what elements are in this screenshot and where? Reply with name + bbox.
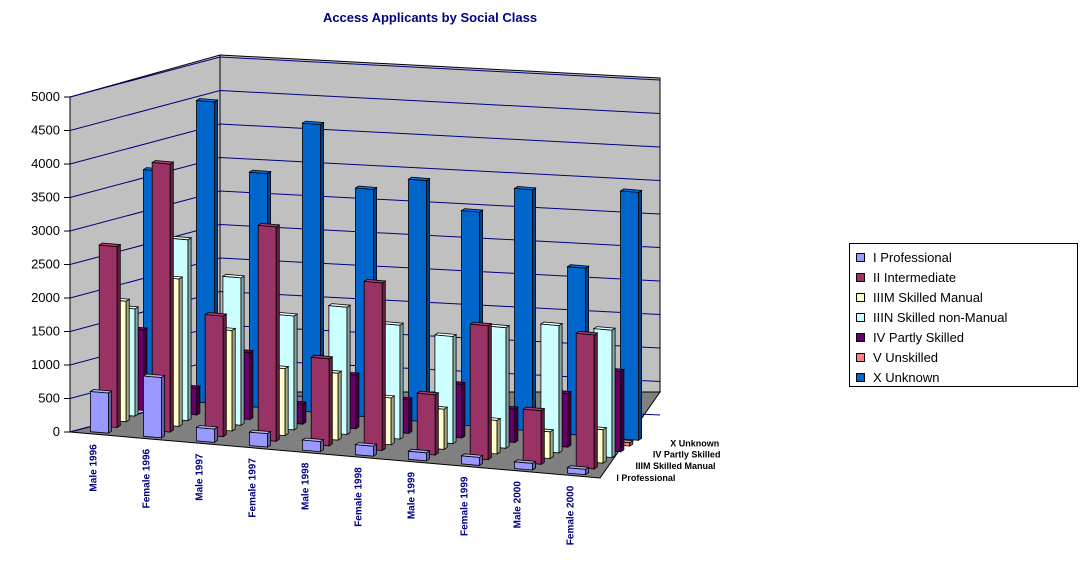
bar bbox=[310, 354, 334, 447]
legend-item: V Unskilled bbox=[856, 347, 1077, 367]
x-tick-label: Male 1998 bbox=[301, 462, 312, 510]
gridline bbox=[69, 89, 661, 131]
depth-tick-label: X Unknown bbox=[670, 438, 719, 448]
legend-label: IV Partly Skilled bbox=[873, 329, 965, 345]
y-tick-label: 1500 bbox=[31, 324, 60, 339]
depth-tick-label: I Professional bbox=[616, 473, 675, 483]
legend-swatch bbox=[856, 252, 865, 262]
bar bbox=[257, 222, 281, 443]
bar bbox=[195, 425, 219, 444]
y-tick-label: 4500 bbox=[31, 123, 60, 138]
bar bbox=[416, 390, 440, 456]
legend-label: V Unskilled bbox=[873, 349, 939, 365]
y-tick-label: 3000 bbox=[31, 223, 60, 238]
bar bbox=[89, 389, 113, 434]
y-tick-label: 3500 bbox=[31, 190, 60, 205]
bar bbox=[619, 188, 643, 442]
y-tick-label: 4000 bbox=[31, 156, 60, 171]
y-tick-label: 500 bbox=[38, 391, 60, 406]
bar bbox=[204, 312, 228, 438]
chart-canvas: Access Applicants by Social Class 0 500 10… bbox=[31, 10, 720, 545]
x-tick-label: Female 1996 bbox=[142, 448, 153, 508]
legend-swatch bbox=[856, 312, 865, 322]
bar bbox=[301, 437, 325, 453]
legend-item: IIIN Skilled non-Manual bbox=[856, 307, 1077, 327]
bar bbox=[592, 326, 617, 459]
bar bbox=[575, 330, 599, 470]
legend-label: IIIM Skilled Manual bbox=[873, 289, 983, 305]
bar bbox=[142, 373, 166, 439]
legend-item: I Professional bbox=[856, 247, 1077, 267]
bar bbox=[539, 321, 564, 454]
legend-swatch bbox=[856, 352, 865, 362]
bar bbox=[407, 448, 431, 462]
legend-label: X Unknown bbox=[873, 369, 940, 385]
x-tick-label: Male 2000 bbox=[513, 481, 524, 529]
x-tick-label: Female 1998 bbox=[354, 467, 365, 527]
bar bbox=[301, 120, 325, 414]
x-tick-label: Male 1997 bbox=[195, 453, 206, 501]
legend-label: I Professional bbox=[873, 249, 952, 265]
bar bbox=[566, 465, 590, 476]
depth-tick-label: IIIM Skilled Manual bbox=[636, 461, 716, 471]
bar bbox=[248, 429, 272, 448]
legend-item: X Unknown bbox=[856, 367, 1077, 387]
bars-layer bbox=[89, 98, 643, 476]
y-axis: 0 500 1000 1500 2000 2500 3000 3500 4000 4500 5000 bbox=[31, 89, 71, 439]
gridline bbox=[69, 190, 661, 232]
y-tick-label: 2000 bbox=[31, 290, 60, 305]
bar bbox=[513, 459, 537, 471]
x-tick-label: Female 1997 bbox=[248, 458, 259, 518]
gridline bbox=[69, 123, 661, 165]
x-tick-label: Male 1999 bbox=[407, 471, 418, 519]
y-tick-label: 5000 bbox=[31, 89, 60, 104]
legend-swatch bbox=[856, 292, 865, 302]
x-tick-label: Male 1996 bbox=[89, 444, 100, 492]
chart-title: Access Applicants by Social Class bbox=[323, 10, 537, 25]
bar bbox=[354, 442, 378, 457]
depth-tick-label: IV Partly Skilled bbox=[653, 450, 721, 460]
legend-label: II Intermediate bbox=[873, 269, 957, 285]
bar bbox=[513, 185, 537, 432]
bar bbox=[469, 321, 493, 461]
y-tick-label: 2500 bbox=[31, 257, 60, 272]
legend-item: IV Partly Skilled bbox=[856, 327, 1077, 347]
legend-swatch bbox=[856, 372, 865, 382]
legend-item: IIIM Skilled Manual bbox=[856, 287, 1077, 307]
x-tick-label: Female 2000 bbox=[566, 485, 577, 545]
y-tick-label: 1000 bbox=[31, 357, 60, 372]
x-axis: Male 1996 Female 1996 Male 1997 Female 1997… bbox=[89, 444, 577, 545]
bar bbox=[151, 160, 175, 433]
x-tick-label: Female 1999 bbox=[460, 476, 471, 536]
gridline bbox=[69, 156, 661, 198]
legend-swatch bbox=[856, 272, 865, 282]
legend-item: II Intermediate bbox=[856, 267, 1077, 287]
y-tick-label: 0 bbox=[53, 424, 60, 439]
bar bbox=[460, 453, 484, 467]
legend-label: IIIN Skilled non-Manual bbox=[873, 309, 1008, 325]
bar bbox=[407, 176, 431, 423]
bar bbox=[98, 242, 122, 429]
gridline bbox=[69, 56, 661, 98]
legend-swatch bbox=[856, 332, 865, 342]
bar bbox=[363, 278, 387, 452]
bar bbox=[522, 406, 546, 466]
legend: I Professional II Intermediate IIIM Skille… bbox=[849, 243, 1078, 387]
